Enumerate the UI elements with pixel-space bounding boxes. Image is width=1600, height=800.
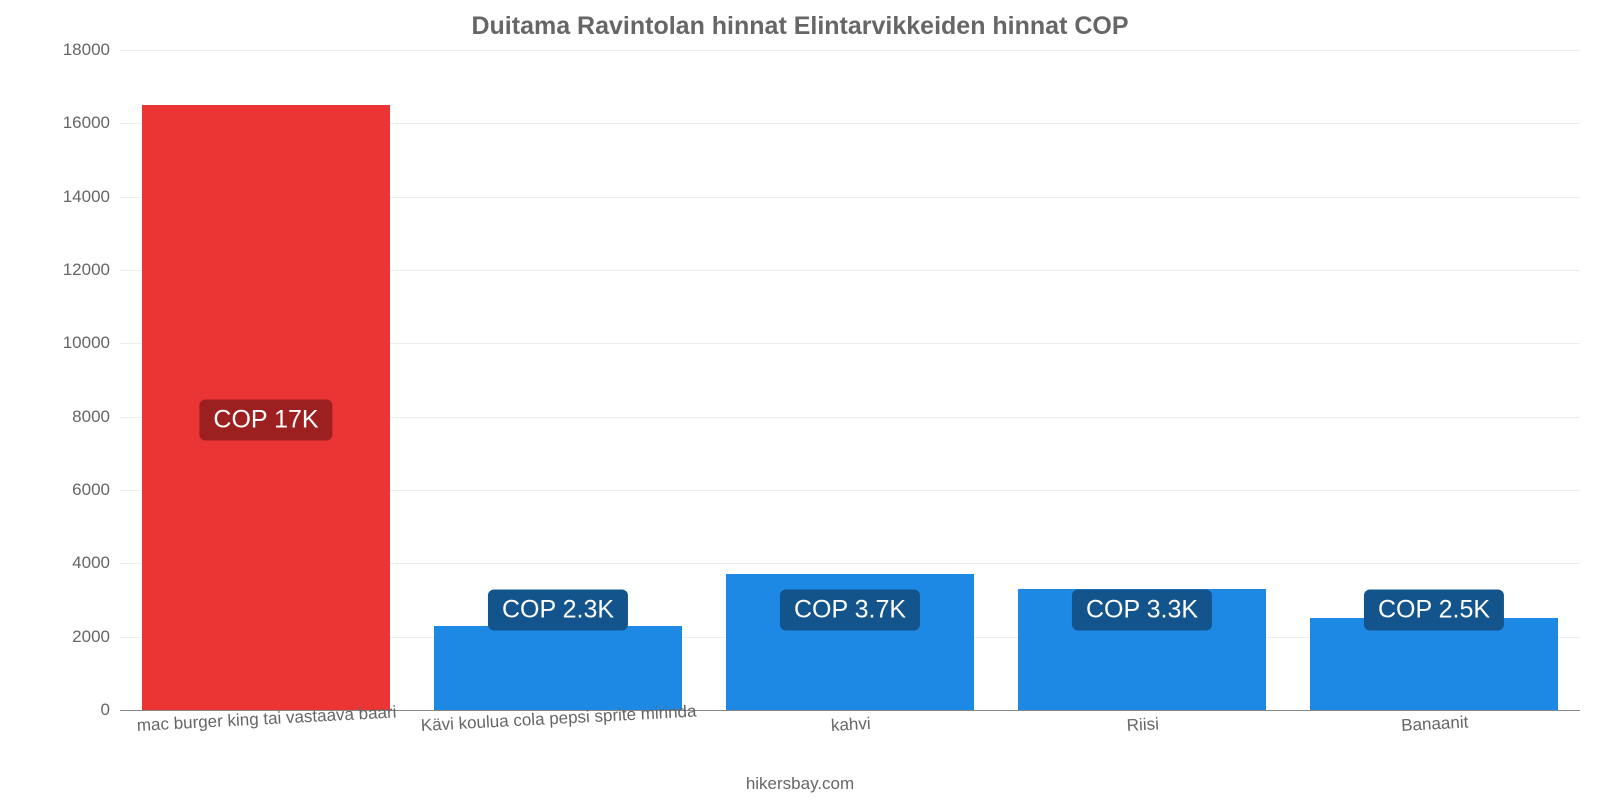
y-tick-label: 10000 <box>63 333 120 353</box>
y-tick-label: 0 <box>101 700 120 720</box>
x-tick-label: kahvi <box>830 708 871 736</box>
bar-value-label: COP 17K <box>199 399 332 440</box>
gridline <box>120 50 1580 51</box>
y-tick-label: 8000 <box>72 407 120 427</box>
bar <box>1310 618 1558 710</box>
y-tick-label: 12000 <box>63 260 120 280</box>
y-tick-label: 18000 <box>63 40 120 60</box>
y-tick-label: 14000 <box>63 187 120 207</box>
bar-value-label: COP 3.7K <box>780 590 920 631</box>
price-bar-chart: Duitama Ravintolan hinnat Elintarvikkeid… <box>0 0 1600 800</box>
plot-area: 0200040006000800010000120001400016000180… <box>120 50 1580 710</box>
x-tick-label: Banaanit <box>1400 706 1468 735</box>
bar-value-label: COP 2.5K <box>1364 590 1504 631</box>
y-tick-label: 6000 <box>72 480 120 500</box>
y-tick-label: 16000 <box>63 113 120 133</box>
x-tick-label: Riisi <box>1126 708 1159 736</box>
attribution: hikersbay.com <box>0 774 1600 794</box>
y-tick-label: 4000 <box>72 553 120 573</box>
chart-title: Duitama Ravintolan hinnat Elintarvikkeid… <box>0 0 1600 41</box>
bar-value-label: COP 2.3K <box>488 590 628 631</box>
bar-value-label: COP 3.3K <box>1072 590 1212 631</box>
y-tick-label: 2000 <box>72 627 120 647</box>
